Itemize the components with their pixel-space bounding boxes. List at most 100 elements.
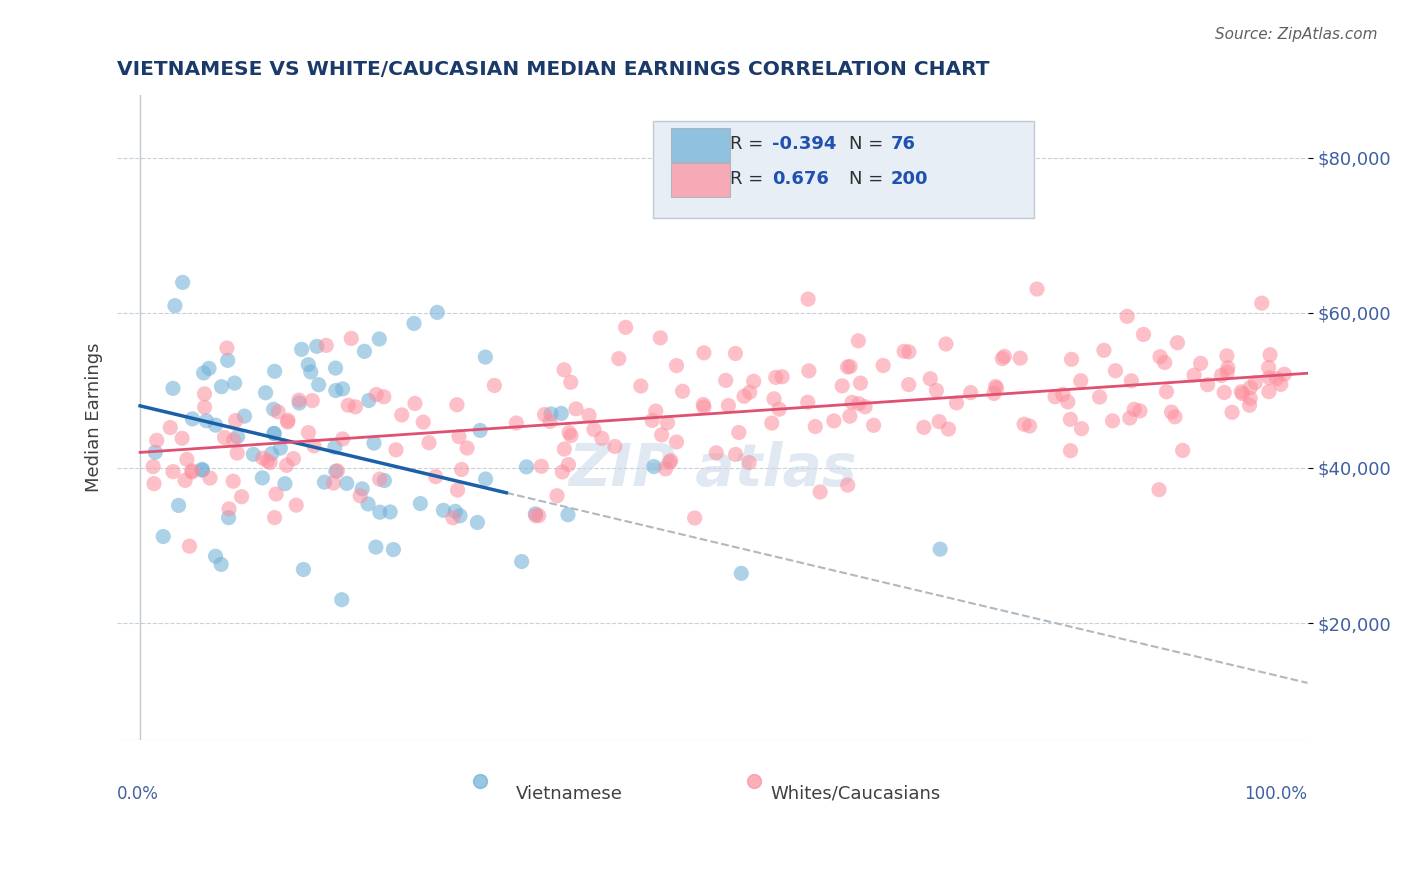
Point — [277, 415, 299, 429]
Point — [285, 498, 308, 512]
Point — [142, 459, 165, 474]
Point — [530, 459, 553, 474]
Point — [263, 426, 285, 441]
Text: -0.394: -0.394 — [772, 135, 837, 153]
Text: 76: 76 — [891, 135, 915, 153]
Point — [1197, 377, 1219, 392]
Point — [366, 387, 388, 401]
Point — [738, 385, 761, 400]
Point — [761, 416, 783, 430]
Point — [557, 458, 579, 472]
Point — [1250, 296, 1272, 310]
Point — [553, 442, 575, 456]
Point — [274, 476, 297, 491]
Point — [1070, 422, 1092, 436]
Point — [804, 419, 827, 434]
Point — [651, 428, 673, 442]
Point — [474, 350, 496, 364]
Point — [582, 423, 605, 437]
Point — [1182, 368, 1205, 383]
Point — [325, 464, 347, 478]
Point — [1239, 381, 1261, 395]
Point — [176, 452, 198, 467]
Point — [1104, 364, 1126, 378]
Point — [198, 361, 221, 376]
Point — [692, 397, 714, 411]
Point — [839, 359, 862, 374]
Point — [1153, 355, 1175, 369]
Text: 0.676: 0.676 — [772, 170, 828, 188]
Point — [1216, 365, 1239, 379]
Point — [191, 462, 214, 476]
Point — [391, 408, 413, 422]
Point — [474, 472, 496, 486]
Point — [841, 395, 863, 409]
Point — [352, 482, 374, 496]
Point — [808, 485, 831, 500]
Text: Source: ZipAtlas.com: Source: ZipAtlas.com — [1215, 27, 1378, 42]
Point — [218, 502, 240, 516]
Point — [172, 276, 194, 290]
Point — [382, 542, 405, 557]
Point — [993, 350, 1015, 364]
Point — [231, 490, 253, 504]
Point — [277, 413, 299, 427]
Point — [299, 365, 322, 379]
Point — [263, 364, 285, 378]
Point — [768, 402, 790, 417]
Point — [730, 566, 752, 581]
Point — [665, 359, 688, 373]
Point — [449, 508, 471, 523]
Point — [456, 441, 478, 455]
Point — [225, 413, 247, 427]
Point — [1232, 386, 1254, 401]
Point — [432, 503, 454, 517]
Point — [1265, 372, 1288, 386]
Point — [353, 344, 375, 359]
Point — [215, 341, 238, 355]
Point — [425, 469, 447, 483]
Point — [194, 401, 217, 415]
Point — [1272, 368, 1295, 382]
Text: R =: R = — [730, 135, 769, 153]
Point — [527, 508, 550, 523]
Point — [467, 516, 489, 530]
Point — [1164, 409, 1187, 424]
Point — [441, 510, 464, 524]
Point — [301, 393, 323, 408]
Point — [986, 381, 1008, 395]
Point — [252, 471, 274, 485]
Point — [644, 404, 666, 418]
Point — [1156, 384, 1178, 399]
Point — [409, 497, 432, 511]
Point — [326, 464, 349, 478]
Y-axis label: Median Earnings: Median Earnings — [86, 343, 103, 492]
Point — [1244, 376, 1267, 390]
Point — [349, 489, 371, 503]
Point — [256, 454, 278, 468]
Point — [357, 393, 380, 408]
Point — [198, 471, 221, 485]
Point — [724, 447, 747, 461]
Point — [683, 511, 706, 525]
Point — [1216, 360, 1239, 375]
Point — [193, 366, 215, 380]
Point — [717, 399, 740, 413]
Point — [1132, 327, 1154, 342]
Point — [849, 376, 872, 390]
Point — [315, 338, 337, 352]
Point — [402, 317, 425, 331]
Point — [551, 465, 574, 479]
Point — [242, 447, 264, 461]
Point — [418, 435, 440, 450]
Point — [1211, 368, 1233, 383]
Point — [254, 385, 277, 400]
Point — [897, 377, 920, 392]
Point — [928, 415, 950, 429]
Point — [162, 465, 184, 479]
Point — [288, 393, 311, 408]
Point — [426, 305, 449, 319]
Point — [224, 376, 246, 390]
Point — [291, 343, 314, 357]
Point — [179, 539, 201, 553]
